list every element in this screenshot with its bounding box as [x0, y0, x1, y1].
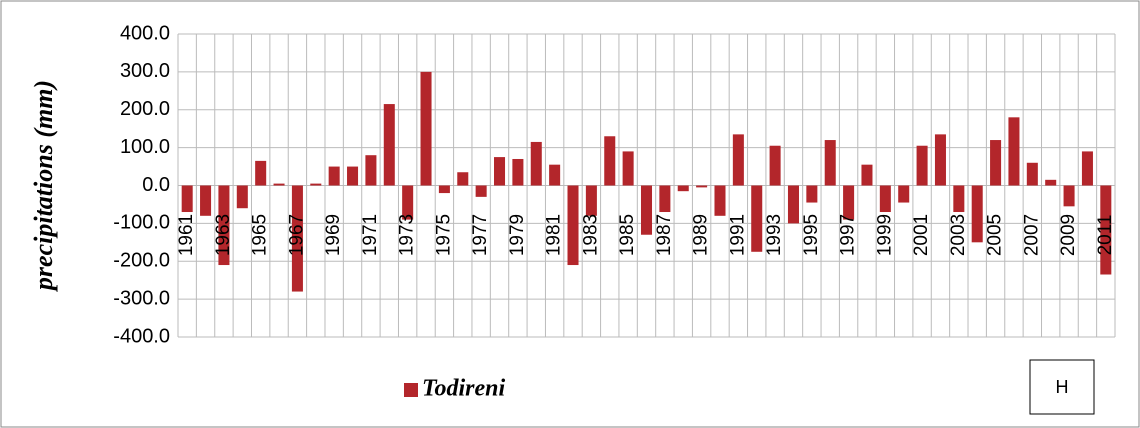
y-tick-label: 200.0: [120, 98, 170, 120]
x-tick-label: 2009: [1058, 214, 1079, 256]
bar: [1100, 185, 1112, 275]
x-tick-label: 1961: [176, 214, 197, 256]
x-tick-label: 1979: [507, 214, 528, 256]
bar: [585, 185, 597, 216]
bar: [512, 158, 524, 186]
bar: [475, 185, 487, 197]
bar: [218, 185, 230, 266]
x-tick-label: 1975: [433, 214, 454, 256]
bar: [714, 185, 726, 216]
bar: [916, 145, 928, 186]
x-tick-label: 1967: [286, 214, 307, 256]
y-tick-label: 0.0: [142, 174, 170, 196]
x-tick-label: 1977: [470, 214, 491, 256]
bar: [640, 185, 653, 235]
bar: [420, 71, 432, 186]
bar: [1081, 151, 1093, 186]
y-tick-label: -200.0: [113, 250, 170, 272]
x-tick-label: 2011: [1095, 215, 1116, 256]
x-tick-label: 1971: [360, 214, 381, 256]
bar: [1045, 179, 1057, 186]
x-tick-label: 1993: [764, 214, 785, 256]
bar: [604, 136, 616, 186]
x-tick-label: 1963: [213, 214, 234, 256]
legend-label: Todireni: [422, 376, 505, 402]
bar: [402, 185, 414, 220]
y-tick-label: -300.0: [113, 287, 170, 309]
y-tick-label: 100.0: [120, 136, 170, 158]
bar: [861, 164, 873, 186]
bar: [1063, 185, 1075, 207]
bar: [953, 185, 965, 213]
bar: [310, 183, 322, 186]
bar: [824, 140, 836, 186]
y-tick-label: -100.0: [113, 212, 170, 234]
bar: [751, 185, 763, 252]
bar: [530, 141, 542, 186]
x-tick-label: 2001: [911, 214, 932, 256]
x-tick-label: 1965: [250, 214, 271, 256]
x-tick-label: 1997: [838, 214, 859, 256]
bar: [677, 185, 689, 192]
legend-swatch: [404, 383, 418, 397]
bar: [659, 185, 671, 213]
bar: [328, 166, 340, 186]
bar: [787, 185, 799, 224]
x-tick-label: 2003: [948, 214, 969, 256]
bar: [383, 104, 395, 186]
x-tick-label: 2005: [985, 214, 1006, 256]
bar: [898, 185, 910, 203]
bar: [494, 157, 506, 186]
bar: [347, 166, 359, 186]
bar: [990, 140, 1002, 186]
annotation-box: [1029, 359, 1095, 415]
y-tick-label: 400.0: [120, 22, 170, 44]
bar: [365, 155, 377, 186]
bar: [457, 172, 469, 186]
bar: [438, 185, 450, 194]
bar: [769, 145, 781, 186]
x-tick-label: 2007: [1021, 214, 1042, 256]
bar: [732, 134, 744, 186]
bar: [622, 151, 634, 186]
x-tick-label: 1995: [801, 214, 822, 256]
bar: [934, 134, 946, 186]
bar: [971, 185, 983, 243]
x-tick-label: 1999: [874, 214, 895, 256]
x-tick-label: 1983: [580, 214, 601, 256]
x-tick-label: 1973: [397, 214, 418, 256]
annotation: H: [1056, 377, 1069, 397]
bar: [696, 185, 708, 188]
bar: [273, 183, 285, 186]
bar: [549, 164, 561, 186]
bar: [236, 185, 248, 209]
bar: [806, 185, 818, 203]
bar: [879, 185, 891, 213]
bar: [1026, 162, 1038, 186]
x-tick-label: 1991: [727, 214, 748, 256]
y-axis-label: precipitations (mm): [29, 80, 58, 292]
x-tick-label: 1989: [691, 214, 712, 256]
bar: [1008, 117, 1020, 186]
x-tick-label: 1969: [323, 214, 344, 256]
x-tick-label: 1987: [654, 214, 675, 256]
x-tick-label: 1985: [617, 214, 638, 256]
y-tick-label: -400.0: [113, 325, 170, 347]
bar: [567, 185, 579, 266]
bar: [843, 185, 855, 220]
x-tick-label: 1981: [544, 214, 565, 256]
bar: [200, 185, 212, 216]
bar: [255, 160, 267, 186]
y-tick-label: 300.0: [120, 60, 170, 82]
bar: [291, 185, 303, 292]
bar: [181, 185, 193, 213]
